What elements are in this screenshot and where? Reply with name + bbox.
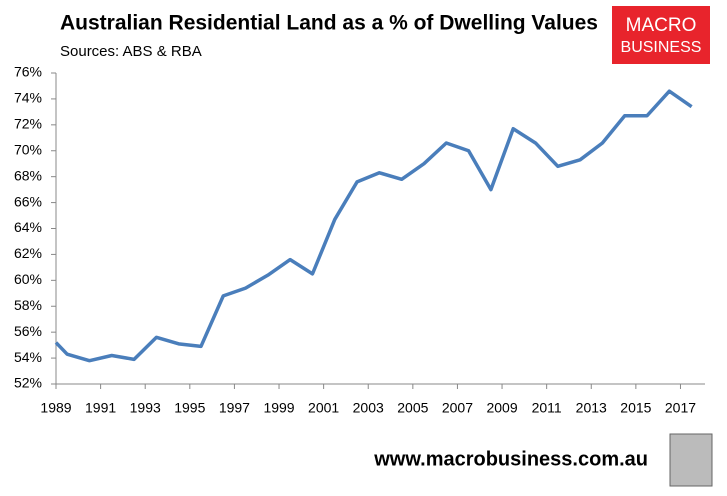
y-tick-label: 70% — [14, 141, 42, 157]
y-tick-label: 72% — [14, 116, 42, 132]
x-tick-label: 2013 — [576, 400, 607, 416]
website: www.macrobusiness.com.au — [373, 448, 648, 470]
x-tick-label: 1991 — [85, 400, 116, 416]
y-tick-label: 54% — [14, 349, 42, 365]
y-tick-label: 56% — [14, 323, 42, 339]
logo-text: MACRO — [626, 15, 697, 36]
y-tick-label: 66% — [14, 193, 42, 209]
y-tick-label: 52% — [14, 375, 42, 391]
chart-subtitle: Sources: ABS & RBA — [60, 43, 202, 60]
wolf-icon — [669, 433, 713, 487]
y-tick-label: 74% — [14, 90, 42, 106]
x-tick-label: 2017 — [665, 400, 696, 416]
x-tick-label: 2011 — [532, 400, 562, 416]
x-tick-label: 1995 — [174, 400, 205, 416]
y-tick-label: 76% — [14, 64, 42, 80]
x-tick-label: 1989 — [40, 400, 71, 416]
y-tick-label: 64% — [14, 219, 42, 235]
x-tick-label: 2005 — [397, 400, 428, 416]
x-tick-label: 2001 — [308, 400, 339, 416]
chart-title: Australian Residential Land as a % of Dw… — [60, 12, 598, 35]
x-tick-label: 1993 — [130, 400, 161, 416]
y-tick-label: 58% — [14, 297, 42, 313]
y-tick-label: 60% — [14, 271, 42, 287]
x-tick-label: 2007 — [442, 400, 473, 416]
x-tick-label: 2003 — [353, 400, 384, 416]
x-tick-label: 1999 — [263, 400, 294, 416]
y-tick-label: 62% — [14, 245, 42, 261]
x-tick-label: 2015 — [620, 400, 651, 416]
logo-text: BUSINESS — [621, 39, 702, 56]
x-tick-label: 2009 — [486, 400, 517, 416]
x-tick-label: 1997 — [219, 400, 250, 416]
logo-box — [612, 6, 710, 64]
y-tick-label: 68% — [14, 167, 42, 183]
line-series — [54, 89, 693, 363]
